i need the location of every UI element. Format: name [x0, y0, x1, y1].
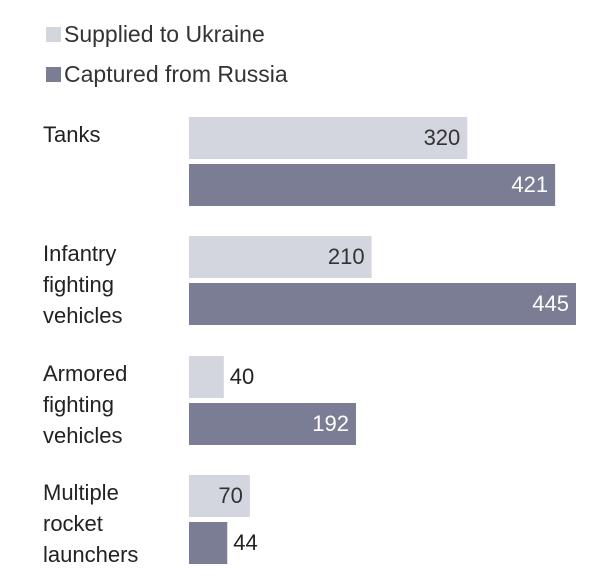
legend-label-0: Supplied to Ukraine [64, 21, 265, 47]
bar-0-3 [189, 475, 250, 517]
category-label-2-line-1: fighting [43, 392, 114, 417]
bar-0-2 [189, 356, 224, 398]
chart-legend: Supplied to Ukraine Captured from Russia [46, 21, 288, 87]
bar-1-2 [189, 403, 356, 445]
category-label-2-line-2: vehicles [43, 423, 122, 448]
category-label-3-line-0: Multiple [43, 480, 119, 505]
legend-swatch-1 [46, 67, 61, 82]
legend-swatch-0 [46, 27, 61, 42]
bar-1-0 [189, 164, 556, 206]
category-label-2-line-0: Armored [43, 361, 127, 386]
category-label-0-line-0: Tanks [43, 122, 100, 147]
legend-label-1: Captured from Russia [64, 61, 288, 87]
bar-0-1 [189, 236, 372, 278]
value-label-1-0: 421 [511, 172, 548, 197]
category-label-1-line-2: vehicles [43, 303, 122, 328]
value-label-1-2: 192 [312, 411, 349, 436]
value-label-1-3: 44 [233, 530, 257, 555]
value-label-0-0: 320 [424, 125, 461, 150]
bar-1-1 [189, 283, 576, 325]
value-labels: 320 210 40 70 421 445 192 44 [218, 125, 569, 555]
value-label-0-3: 70 [218, 483, 242, 508]
category-label-3-line-1: rocket [43, 511, 103, 536]
value-label-0-1: 210 [328, 244, 365, 269]
value-label-1-1: 445 [532, 291, 569, 316]
category-label-3-line-2: launchers [43, 542, 138, 567]
bar-series [189, 117, 576, 564]
bar-0-0 [189, 117, 468, 159]
category-label-1-line-0: Infantry [43, 241, 116, 266]
value-label-0-2: 40 [230, 364, 254, 389]
category-labels: Tanks Infantry fighting vehicles Armored figh… [43, 122, 138, 567]
bar-1-3 [189, 522, 228, 564]
category-label-1-line-1: fighting [43, 272, 114, 297]
